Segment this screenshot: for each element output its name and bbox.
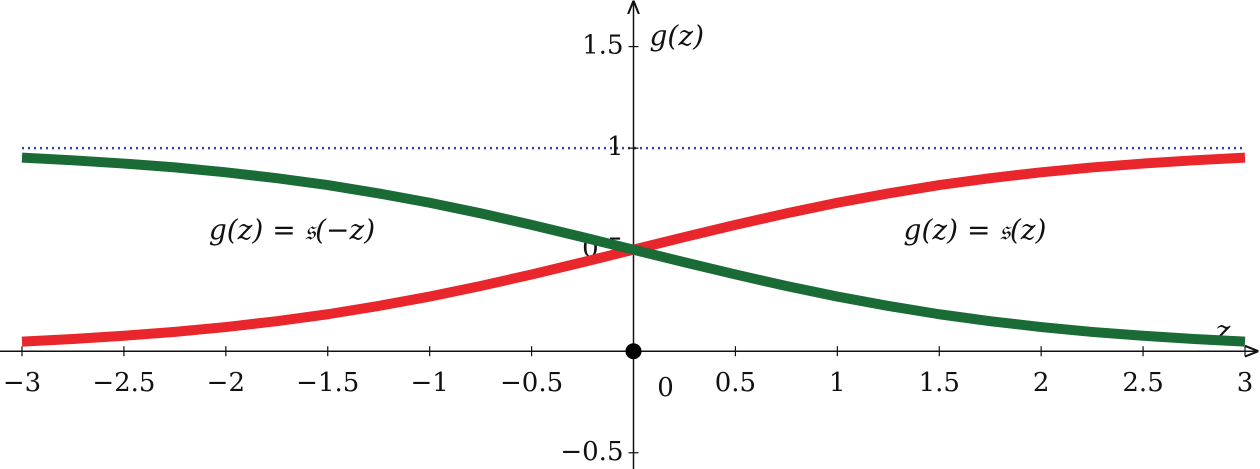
x-tick-label: −0.5: [500, 368, 563, 398]
x-tick-label: 2.5: [1122, 368, 1163, 398]
series-label: g(z) = 𝔰(z): [904, 214, 1047, 247]
y-tick-label: 1.5: [582, 31, 623, 61]
x-tick-label: −3: [3, 368, 41, 398]
y-tick-label: 1: [607, 132, 624, 162]
origin-dot: [625, 343, 642, 360]
y-tick-label: −0.5: [560, 437, 623, 467]
x-tick-label: −1: [411, 368, 449, 398]
x-tick-label: −2.5: [92, 368, 155, 398]
x-tick-label: −1.5: [296, 368, 359, 398]
x-tick-label: 3: [1237, 368, 1254, 398]
series-line: [21, 152, 1246, 347]
x-tick-label: −2: [207, 368, 245, 398]
x-tick-label: 1: [829, 368, 846, 398]
y-axis-label: g(z): [650, 20, 705, 53]
series-label: g(z) = 𝔰(−z): [209, 214, 375, 247]
x-tick-label: 0.5: [715, 368, 756, 398]
x-tick-label: 1.5: [919, 368, 960, 398]
x-tick-label: 0: [657, 373, 674, 403]
x-tick-label: 2: [1033, 368, 1050, 398]
